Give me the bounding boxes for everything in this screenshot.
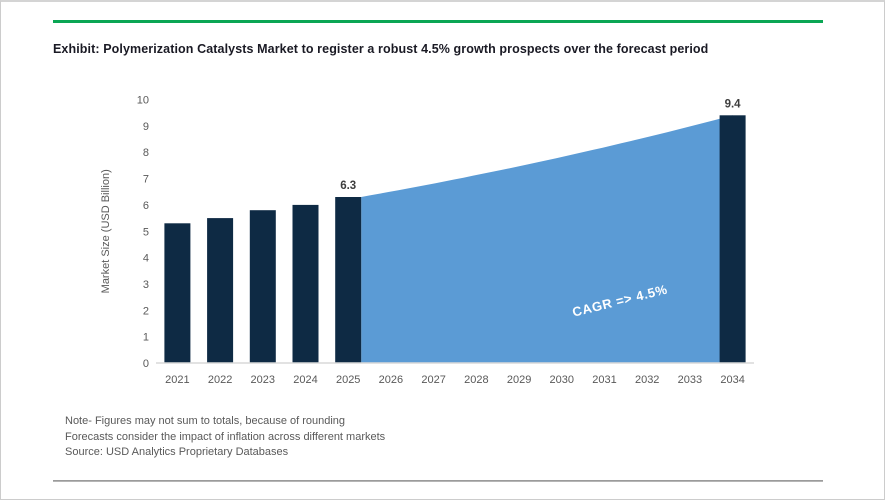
y-tick-label: 10 xyxy=(137,95,149,107)
x-tick-label: 2023 xyxy=(251,374,275,386)
x-tick-label: 2026 xyxy=(379,374,403,386)
forecast-area xyxy=(361,115,733,363)
x-tick-label: 2034 xyxy=(720,374,744,386)
x-tick-label: 2024 xyxy=(293,374,317,386)
value-label-2034: 9.4 xyxy=(725,98,742,110)
bar-2023 xyxy=(249,210,276,363)
x-tick-label: 2022 xyxy=(208,374,232,386)
x-tick-label: 2033 xyxy=(678,374,702,386)
top-accent-rule xyxy=(53,20,823,23)
bar-2025 xyxy=(335,197,362,363)
x-tick-label: 2025 xyxy=(336,374,360,386)
x-tick-label: 2021 xyxy=(165,374,189,386)
note-rounding: Note- Figures may not sum to totals, bec… xyxy=(65,415,346,427)
bar-2022 xyxy=(207,218,234,363)
y-tick-label: 5 xyxy=(143,226,149,238)
y-tick-label: 4 xyxy=(143,253,149,265)
x-tick-label: 2028 xyxy=(464,374,488,386)
y-tick-label: 9 xyxy=(143,121,149,133)
y-tick-label: 1 xyxy=(143,332,149,344)
x-tick-label: 2031 xyxy=(592,374,616,386)
bar-2021 xyxy=(164,223,191,363)
bar-2024 xyxy=(292,204,319,363)
value-label-2025: 6.3 xyxy=(340,180,356,192)
bottom-divider-rule xyxy=(53,480,823,482)
x-tick-label: 2027 xyxy=(421,374,445,386)
x-tick-label: 2029 xyxy=(507,374,531,386)
note-source: Source: USD Analytics Proprietary Databa… xyxy=(65,446,289,458)
y-tick-label: 7 xyxy=(143,174,149,186)
exhibit-title: Exhibit: Polymerization Catalysts Market… xyxy=(53,42,709,56)
y-tick-label: 6 xyxy=(143,200,149,212)
y-tick-label: 3 xyxy=(143,279,149,291)
footnotes: Note- Figures may not sum to totals, bec… xyxy=(65,414,385,461)
x-tick-label: 2030 xyxy=(550,374,574,386)
note-inflation: Forecasts consider the impact of inflati… xyxy=(65,430,386,443)
y-axis-title: Market Size (USD Billion) xyxy=(100,169,112,293)
y-tick-label: 0 xyxy=(143,358,149,370)
y-tick-label: 8 xyxy=(143,147,149,159)
x-tick-label: 2032 xyxy=(635,374,659,386)
bar-2034 xyxy=(719,115,746,363)
y-tick-label: 2 xyxy=(143,305,149,317)
